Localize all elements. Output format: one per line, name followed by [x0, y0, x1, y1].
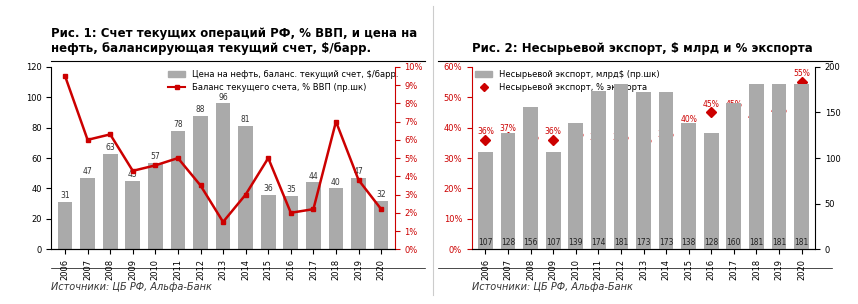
- Text: 181: 181: [772, 237, 786, 247]
- Text: 34%: 34%: [590, 133, 607, 142]
- Text: 45%: 45%: [703, 100, 720, 109]
- Bar: [261, 195, 275, 249]
- Bar: [501, 133, 516, 249]
- Text: 37%: 37%: [499, 124, 517, 133]
- Bar: [749, 84, 764, 249]
- Text: 181: 181: [613, 237, 628, 247]
- Bar: [57, 202, 72, 249]
- Text: 47: 47: [353, 167, 364, 176]
- Text: Источники: ЦБ РФ, Альфа-Банк: Источники: ЦБ РФ, Альфа-Банк: [51, 282, 213, 292]
- Text: Источники: ЦБ РФ, Альфа-Банк: Источники: ЦБ РФ, Альфа-Банк: [472, 282, 633, 292]
- Bar: [591, 91, 606, 249]
- Text: 181: 181: [749, 237, 764, 247]
- Bar: [546, 152, 560, 249]
- Bar: [636, 92, 651, 249]
- Bar: [193, 116, 208, 249]
- Bar: [771, 84, 786, 249]
- Bar: [306, 182, 321, 249]
- Text: 45%: 45%: [725, 100, 742, 109]
- Bar: [478, 152, 492, 249]
- Bar: [81, 178, 95, 249]
- Text: 43%: 43%: [770, 106, 788, 115]
- Text: 35%: 35%: [657, 130, 674, 139]
- Text: 36%: 36%: [477, 127, 494, 136]
- Text: 181: 181: [795, 237, 809, 247]
- Text: 173: 173: [637, 237, 650, 247]
- Bar: [239, 126, 253, 249]
- Text: 55%: 55%: [793, 69, 810, 78]
- Text: 174: 174: [591, 237, 606, 247]
- Bar: [727, 103, 741, 249]
- Bar: [523, 107, 538, 249]
- Bar: [215, 103, 231, 249]
- Legend: Цена на нефть, баланс. текущий счет, $/барр., Баланс текущего счета, % ВВП (пр.ш: Цена на нефть, баланс. текущий счет, $/б…: [165, 67, 402, 96]
- Bar: [374, 201, 389, 249]
- Bar: [681, 123, 696, 249]
- Bar: [171, 131, 185, 249]
- Text: 40%: 40%: [680, 115, 697, 124]
- Bar: [103, 154, 118, 249]
- Text: 41%: 41%: [748, 112, 764, 121]
- Text: 139: 139: [569, 237, 583, 247]
- Text: 96: 96: [218, 92, 228, 102]
- Text: 36%: 36%: [545, 127, 562, 136]
- Text: 107: 107: [478, 237, 492, 247]
- Text: 78: 78: [173, 120, 183, 129]
- Text: 44: 44: [309, 171, 318, 181]
- Bar: [568, 123, 583, 249]
- Bar: [148, 163, 163, 249]
- Text: 45: 45: [128, 170, 137, 179]
- Text: 40: 40: [331, 178, 341, 187]
- Text: 35%: 35%: [567, 130, 584, 139]
- Bar: [283, 196, 299, 249]
- Text: Рис. 2: Несырьевой экспорт, $ млрд и % экспорта: Рис. 2: Несырьевой экспорт, $ млрд и % э…: [472, 42, 813, 55]
- Text: 160: 160: [727, 237, 741, 247]
- Text: 128: 128: [704, 237, 718, 247]
- Text: 88: 88: [196, 105, 205, 114]
- Text: 31: 31: [60, 191, 69, 200]
- Bar: [704, 133, 719, 249]
- Bar: [125, 181, 140, 249]
- Text: 34%: 34%: [613, 133, 630, 142]
- Text: 156: 156: [523, 237, 538, 247]
- Text: 63: 63: [106, 143, 115, 152]
- Text: 57: 57: [150, 152, 160, 161]
- Text: 33%: 33%: [635, 136, 652, 145]
- Text: 81: 81: [241, 115, 251, 124]
- Text: 107: 107: [546, 237, 560, 247]
- Text: 173: 173: [659, 237, 674, 247]
- Bar: [329, 188, 343, 249]
- Text: 35: 35: [286, 185, 296, 194]
- Text: 47: 47: [82, 167, 93, 176]
- Text: 128: 128: [501, 237, 515, 247]
- Legend: Несырьевой экспорт, млрд$ (пр.шк), Несырьевой экспорт, % экспорта: Несырьевой экспорт, млрд$ (пр.шк), Несыр…: [472, 67, 662, 96]
- Text: 34%: 34%: [523, 133, 539, 142]
- Bar: [351, 178, 366, 249]
- Text: 36: 36: [263, 184, 273, 193]
- Bar: [613, 84, 628, 249]
- Text: 138: 138: [681, 237, 696, 247]
- Text: 32: 32: [377, 190, 386, 199]
- Bar: [795, 84, 809, 249]
- Text: Рис. 1: Счет текущих операций РФ, % ВВП, и цена на
нефть, балансирующая текущий : Рис. 1: Счет текущих операций РФ, % ВВП,…: [51, 27, 418, 55]
- Bar: [659, 92, 674, 249]
